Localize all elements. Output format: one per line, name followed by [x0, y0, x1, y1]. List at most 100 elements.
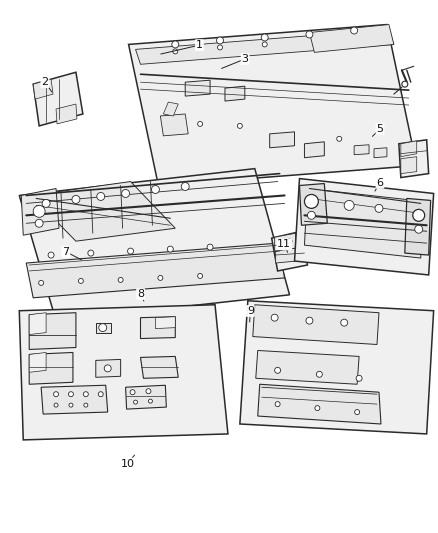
Polygon shape: [29, 313, 76, 350]
Circle shape: [413, 209, 425, 221]
Polygon shape: [33, 72, 83, 126]
Circle shape: [356, 375, 362, 381]
Circle shape: [130, 390, 135, 394]
Polygon shape: [256, 351, 359, 384]
Polygon shape: [56, 104, 77, 124]
Circle shape: [54, 403, 58, 407]
Text: 10: 10: [120, 458, 134, 469]
Polygon shape: [270, 132, 294, 148]
Polygon shape: [401, 157, 417, 174]
Circle shape: [33, 205, 45, 217]
Circle shape: [207, 244, 213, 250]
Polygon shape: [240, 301, 434, 434]
Circle shape: [198, 273, 203, 278]
Polygon shape: [304, 142, 324, 158]
Circle shape: [316, 372, 322, 377]
Polygon shape: [374, 148, 387, 158]
Polygon shape: [96, 322, 111, 333]
Circle shape: [237, 124, 242, 128]
Circle shape: [355, 409, 360, 415]
Circle shape: [97, 192, 105, 200]
Polygon shape: [29, 352, 73, 384]
Polygon shape: [304, 189, 424, 258]
Circle shape: [271, 314, 278, 321]
Text: 2: 2: [41, 77, 49, 87]
Polygon shape: [135, 29, 394, 64]
Polygon shape: [309, 25, 394, 52]
Polygon shape: [225, 86, 245, 101]
Circle shape: [337, 136, 342, 141]
Polygon shape: [96, 359, 120, 377]
Polygon shape: [141, 357, 178, 378]
Circle shape: [307, 212, 315, 219]
Text: 7: 7: [62, 247, 69, 257]
Circle shape: [72, 196, 80, 204]
Polygon shape: [405, 198, 431, 255]
Polygon shape: [354, 145, 369, 155]
Polygon shape: [26, 243, 285, 298]
Polygon shape: [185, 80, 210, 96]
Polygon shape: [185, 51, 195, 69]
Polygon shape: [401, 141, 417, 157]
Circle shape: [167, 246, 173, 252]
Text: 9: 9: [247, 306, 254, 316]
Circle shape: [158, 276, 163, 280]
Circle shape: [351, 27, 357, 34]
Circle shape: [173, 49, 178, 54]
Text: 6: 6: [377, 178, 384, 188]
Circle shape: [42, 199, 50, 207]
Polygon shape: [159, 82, 168, 89]
Circle shape: [122, 190, 130, 197]
Circle shape: [181, 182, 189, 190]
Circle shape: [275, 367, 281, 373]
Polygon shape: [160, 114, 188, 136]
Circle shape: [415, 225, 423, 233]
Polygon shape: [152, 44, 205, 84]
Circle shape: [146, 389, 151, 394]
Polygon shape: [253, 305, 379, 344]
Circle shape: [83, 392, 88, 397]
Polygon shape: [185, 78, 195, 85]
Circle shape: [127, 248, 134, 254]
Circle shape: [198, 122, 203, 126]
Circle shape: [375, 204, 383, 212]
Polygon shape: [29, 352, 46, 373]
Circle shape: [402, 81, 408, 87]
Circle shape: [99, 324, 107, 332]
Circle shape: [287, 239, 292, 244]
Circle shape: [48, 252, 54, 258]
Polygon shape: [300, 183, 327, 225]
Circle shape: [84, 403, 88, 407]
Circle shape: [134, 400, 138, 404]
Polygon shape: [19, 305, 228, 440]
Polygon shape: [19, 168, 290, 321]
Polygon shape: [258, 384, 381, 424]
Circle shape: [152, 185, 159, 193]
Polygon shape: [31, 182, 175, 241]
Polygon shape: [272, 231, 307, 271]
Polygon shape: [159, 51, 168, 69]
Circle shape: [78, 278, 83, 284]
Text: 1: 1: [196, 40, 203, 50]
Polygon shape: [155, 317, 175, 329]
Polygon shape: [172, 51, 182, 69]
Text: 3: 3: [242, 54, 249, 64]
Polygon shape: [129, 25, 417, 185]
Circle shape: [39, 280, 44, 285]
Polygon shape: [29, 313, 46, 335]
Circle shape: [172, 41, 179, 48]
Circle shape: [148, 399, 152, 403]
Polygon shape: [294, 179, 434, 275]
Circle shape: [262, 42, 267, 47]
Circle shape: [315, 406, 320, 410]
Circle shape: [306, 317, 313, 324]
Polygon shape: [41, 385, 108, 414]
Polygon shape: [141, 317, 175, 338]
Polygon shape: [163, 102, 178, 116]
Polygon shape: [276, 248, 297, 263]
Circle shape: [69, 403, 73, 407]
Circle shape: [68, 392, 74, 397]
Polygon shape: [21, 189, 59, 235]
Text: 8: 8: [137, 289, 144, 299]
Polygon shape: [126, 385, 166, 409]
